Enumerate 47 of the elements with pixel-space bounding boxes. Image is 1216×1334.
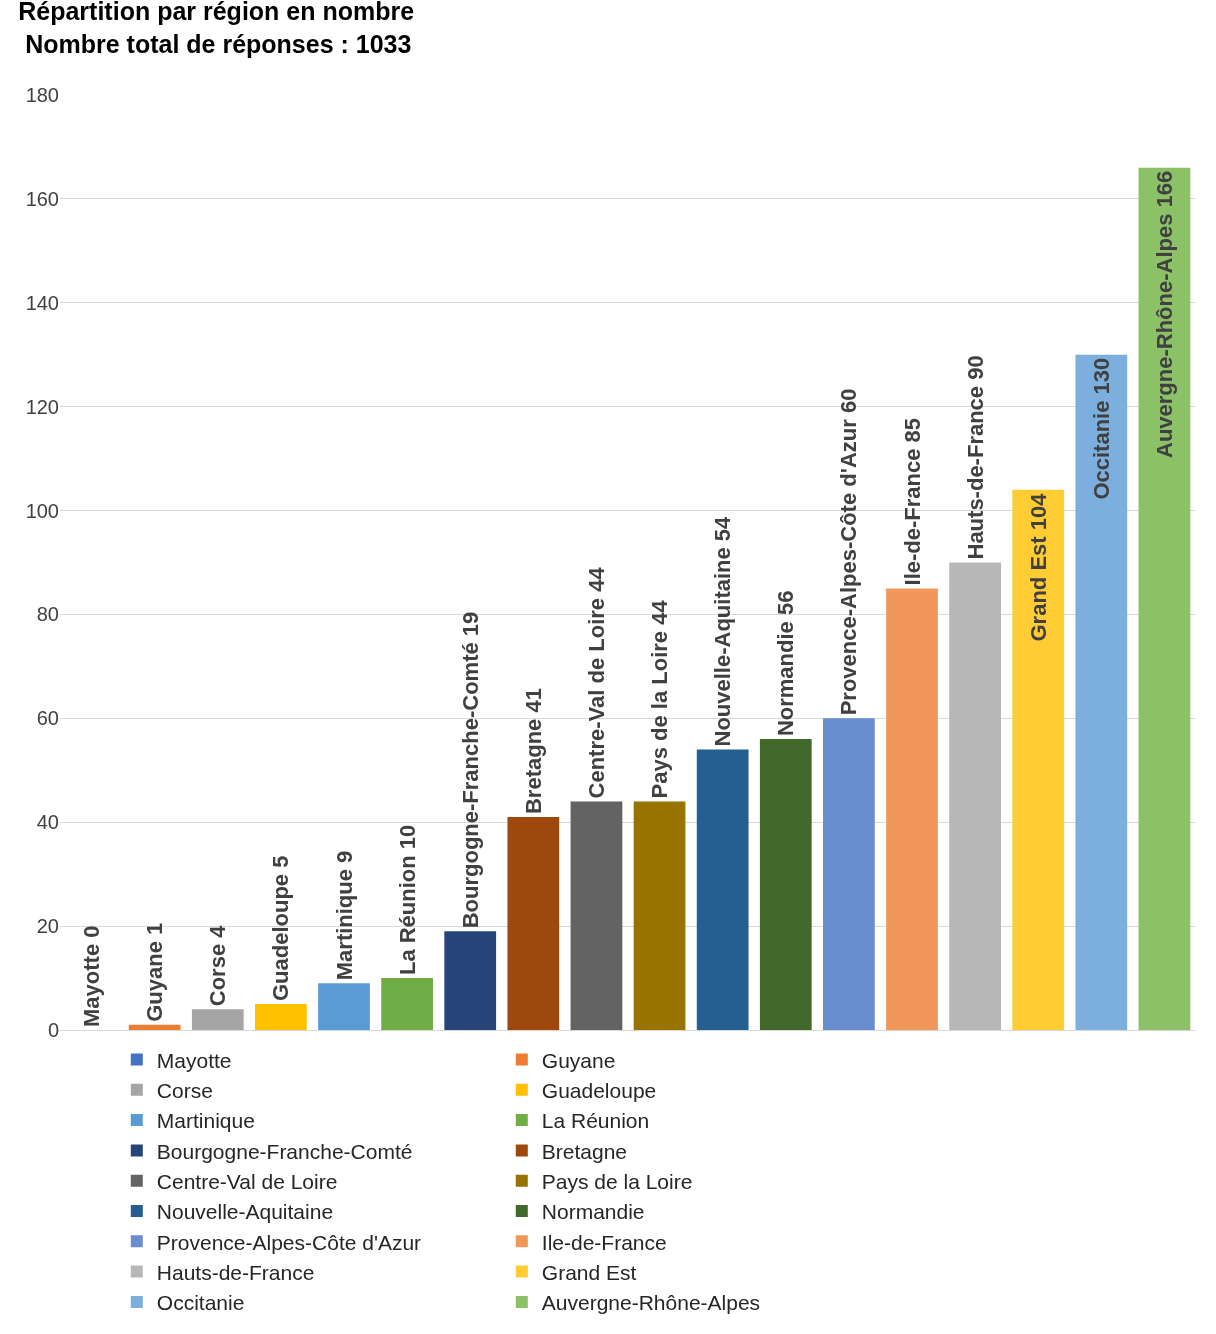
y-tick-label: 40 [36,811,59,834]
y-tick-label: 100 [25,499,59,522]
legend-label: Centre-Val de Loire [156,1169,338,1193]
y-tick-label: 160 [25,187,59,210]
data-label: Provence-Alpes-Côte d'Azur 60 [836,388,862,716]
y-tick-label: 20 [36,915,59,938]
data-label: La Réunion 10 [394,824,420,976]
legend-label: Hauts-de-France [156,1260,315,1284]
data-label: Corse 4 [205,924,231,1007]
data-label: Grand Est 104 [1025,492,1051,642]
legend-label: Bourgogne-Franche-Comté [156,1139,413,1163]
legend-label: Mayotte [156,1048,232,1072]
y-tick-label: 180 [25,84,59,106]
data-label: Ile-de-France 85 [899,417,925,586]
legend-label: Guadeloupe [541,1078,657,1102]
legend-label: Occitanie [156,1291,245,1315]
data-label: Occitanie 130 [1088,357,1114,500]
data-label: Pays de la Loire 44 [647,599,673,799]
legend-label: Grand Est [541,1260,637,1284]
y-tick-label: 80 [36,603,59,626]
legend-label: Normandie [541,1200,645,1224]
y-tick-label: 0 [47,1019,59,1041]
chart-title: Répartition par région en nombre Nombre total de réponses : 1033 [18,0,415,58]
legend-label: La Réunion [541,1109,650,1133]
legend-label: Bretagne [541,1139,628,1163]
data-label: Bretagne 41 [520,688,546,815]
legend-label: Pays de la Loire [541,1169,693,1193]
legend-label: Ile-de-France [541,1230,667,1254]
data-label: Centre-Val de Loire 44 [583,566,609,799]
data-label: Martinique 9 [331,850,357,981]
legend-label: Auvergne-Rhône-Alpes [541,1291,761,1315]
data-label: Nouvelle-Aquitaine 54 [710,515,736,747]
legend-label: Provence-Alpes-Côte d'Azur [156,1230,422,1254]
data-label: Normandie 56 [773,590,799,737]
data-label: Hauts-de-France 90 [962,355,988,560]
data-label: Guadeloupe 5 [268,855,294,1002]
legend-label: Corse [156,1078,213,1102]
legend-label: Guyane [541,1048,616,1072]
legend-label: Martinique [156,1109,255,1133]
y-tick-label: 120 [25,395,59,418]
data-label: Mayotte 0 [79,925,105,1027]
y-tick-label: 60 [36,707,59,730]
y-tick-label: 140 [25,291,59,314]
data-label: Bourgogne-Franche-Comté 19 [457,611,483,929]
legend-label: Nouvelle-Aquitaine [156,1200,334,1224]
data-label: Auvergne-Rhône-Alpes 166 [1151,170,1177,459]
data-label: Guyane 1 [142,922,168,1022]
